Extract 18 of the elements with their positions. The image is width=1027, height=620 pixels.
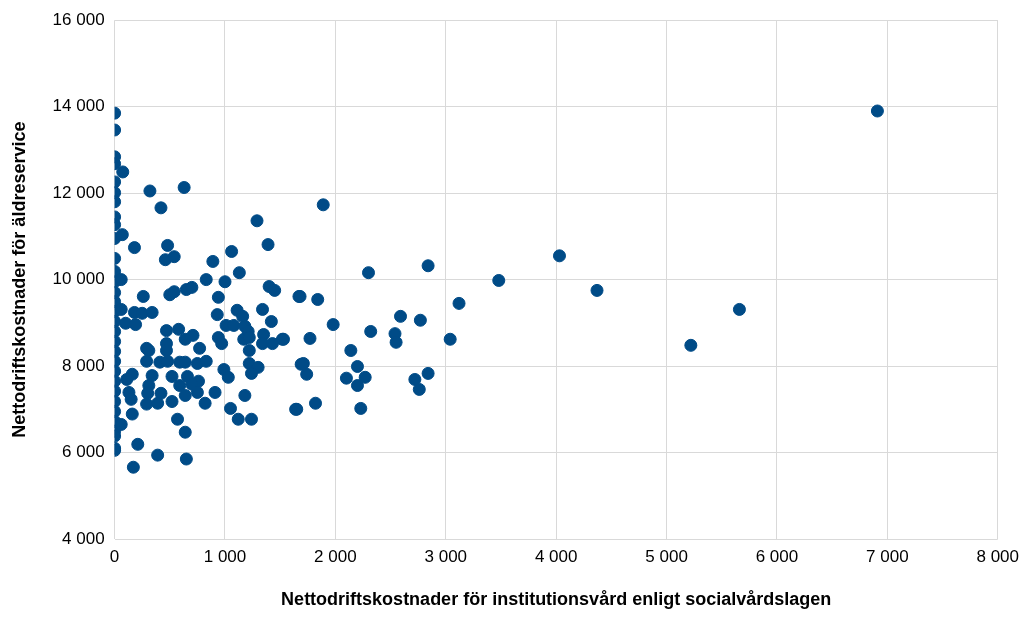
x-axis-title: Nettodriftskostnader för institutionsvård enligt socialvårdslagen xyxy=(281,589,832,610)
y-tick-label: 6 000 xyxy=(62,442,105,462)
x-tick-label: 6 000 xyxy=(755,546,799,566)
x-tick-label: 7 000 xyxy=(866,546,909,566)
y-tick-label: 10 000 xyxy=(52,269,105,289)
y-tick-label: 16 000 xyxy=(52,9,105,29)
x-tick-label: 3 000 xyxy=(424,546,468,566)
x-tick-label: 4 000 xyxy=(534,546,578,566)
y-tick-label: 4 000 xyxy=(62,528,105,548)
x-tick-label: 2 000 xyxy=(314,546,357,566)
y-tick-label: 12 000 xyxy=(52,182,105,202)
y-axis-title: Nettodriftskostnader för äldreservice xyxy=(8,121,29,438)
y-tick-label: 14 000 xyxy=(52,96,105,116)
y-tick-label: 8 000 xyxy=(62,355,105,375)
x-tick-label: 0 xyxy=(109,546,120,566)
x-tick-label: 1 000 xyxy=(203,546,247,566)
x-tick-label: 5 000 xyxy=(645,546,688,566)
x-tick-label: 8 000 xyxy=(976,546,1019,566)
